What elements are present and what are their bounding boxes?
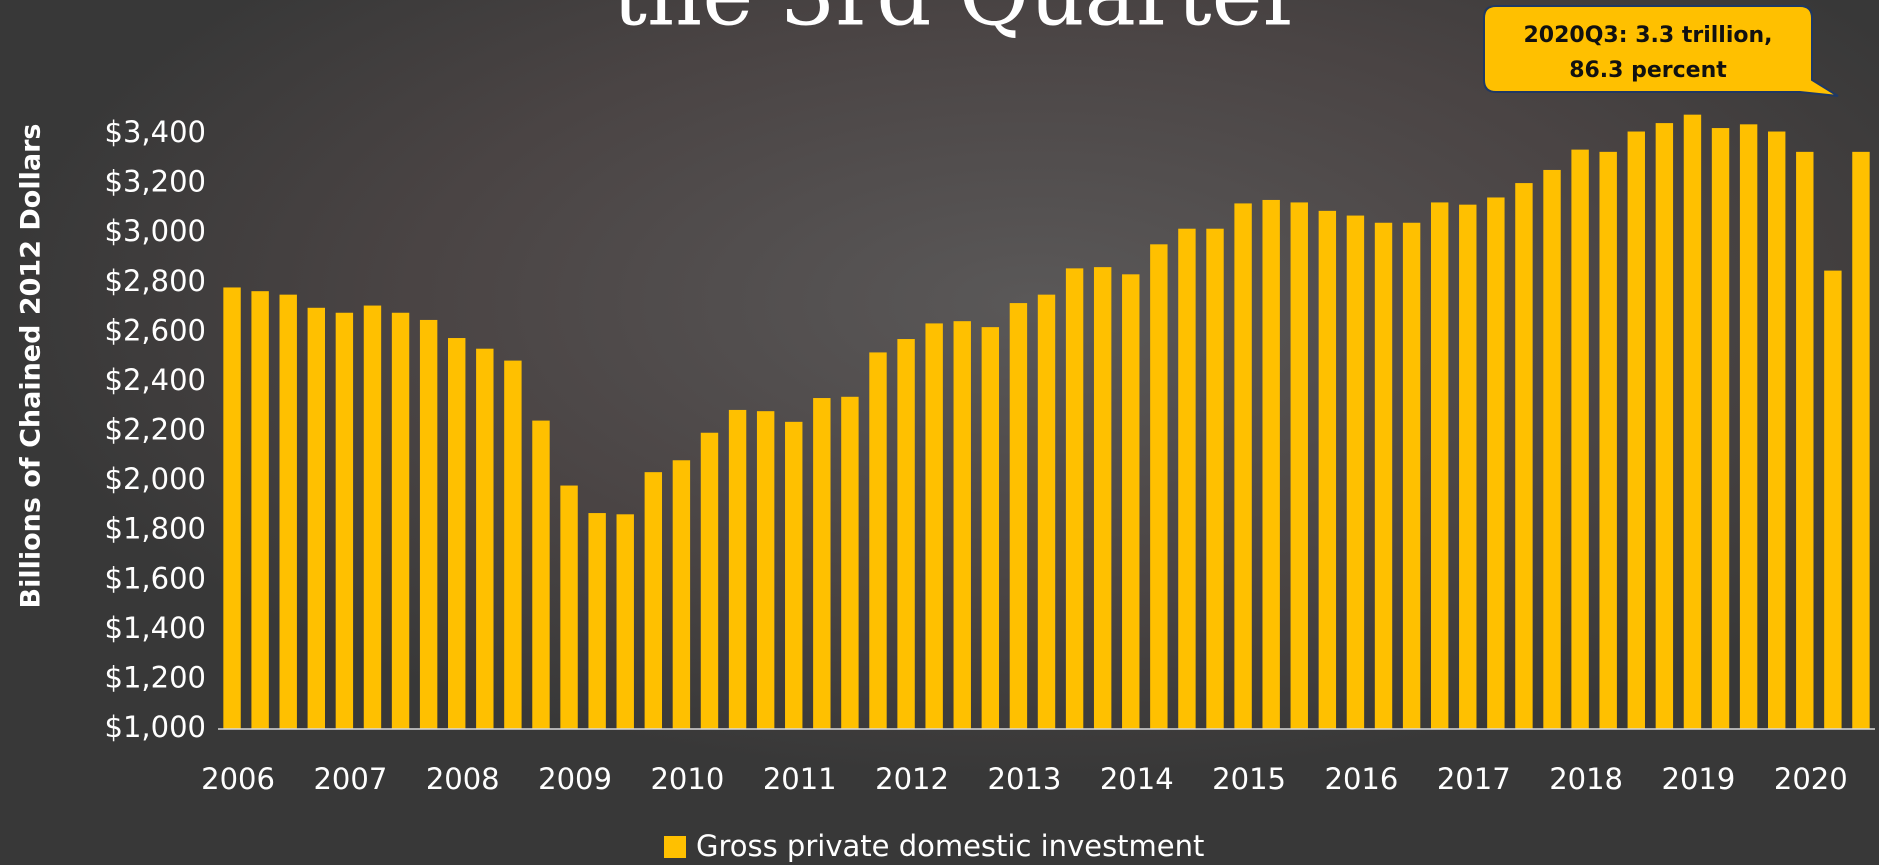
bar xyxy=(280,295,297,729)
x-tick-label: 2019 xyxy=(1662,762,1736,796)
y-tick-label: $2,200 xyxy=(105,413,206,447)
bar xyxy=(504,361,521,729)
bar xyxy=(869,352,886,729)
x-tick-label: 2014 xyxy=(1100,762,1174,796)
x-tick-label: 2013 xyxy=(988,762,1062,796)
bar xyxy=(1571,150,1588,729)
bar xyxy=(1347,216,1364,729)
bar xyxy=(1459,205,1476,729)
page: the 3rd Quarter Billions of Chained 2012… xyxy=(0,0,1879,865)
y-tick-label: $1,800 xyxy=(105,512,206,546)
legend-swatch xyxy=(664,836,686,858)
x-tick-label: 2008 xyxy=(426,762,500,796)
annotation-text: 2020Q3: 3.3 trillion, xyxy=(1524,23,1773,48)
bar xyxy=(954,321,971,729)
bar xyxy=(729,410,746,729)
annotation-text: 86.3 percent xyxy=(1569,58,1727,83)
bar xyxy=(364,306,381,729)
y-tick-label: $2,800 xyxy=(105,264,206,298)
bar xyxy=(392,313,409,729)
bar xyxy=(1543,170,1560,729)
y-tick-label: $3,400 xyxy=(105,115,206,149)
bar xyxy=(1262,200,1279,729)
bar xyxy=(1515,183,1532,729)
bar xyxy=(1178,229,1195,729)
y-tick-label: $3,200 xyxy=(105,165,206,199)
x-tick-label: 2012 xyxy=(875,762,949,796)
y-tick-label: $2,400 xyxy=(105,363,206,397)
x-tick-label: 2018 xyxy=(1549,762,1623,796)
bar xyxy=(223,287,240,729)
bar xyxy=(251,291,268,729)
bar xyxy=(1291,202,1308,729)
bar xyxy=(1487,197,1504,729)
y-tick-label: $1,400 xyxy=(105,611,206,645)
bar xyxy=(673,460,690,729)
x-tick-label: 2017 xyxy=(1437,762,1511,796)
bar xyxy=(1712,128,1729,729)
bar xyxy=(336,313,353,729)
chart: the 3rd Quarter Billions of Chained 2012… xyxy=(0,0,1879,865)
legend-label: Gross private domestic investment xyxy=(696,829,1204,863)
x-tick-label: 2015 xyxy=(1212,762,1286,796)
y-axis-label: Billions of Chained 2012 Dollars xyxy=(16,124,47,609)
bar xyxy=(1431,202,1448,729)
bar xyxy=(1234,203,1251,729)
bar xyxy=(1375,223,1392,729)
y-tick-label: $2,000 xyxy=(105,462,206,496)
bar xyxy=(1852,152,1869,729)
bar xyxy=(476,349,493,729)
chart-title: the 3rd Quarter xyxy=(612,0,1304,46)
bar xyxy=(1824,271,1841,729)
bar xyxy=(1740,124,1757,729)
bar xyxy=(1150,244,1167,729)
bar xyxy=(532,421,549,729)
x-tick-label: 2006 xyxy=(201,762,275,796)
y-tick-label: $1,000 xyxy=(105,710,206,744)
bar xyxy=(701,433,718,729)
y-tick-label: $1,200 xyxy=(105,660,206,694)
legend-item: Gross private domestic investment xyxy=(664,829,1204,863)
bar xyxy=(560,486,577,729)
bar xyxy=(841,397,858,729)
bar xyxy=(982,327,999,729)
bar xyxy=(897,339,914,729)
bar xyxy=(1403,223,1420,729)
bar xyxy=(617,514,634,729)
bar xyxy=(1038,295,1055,729)
bar xyxy=(785,422,802,729)
y-tick-label: $3,000 xyxy=(105,214,206,248)
bar xyxy=(1656,123,1673,729)
x-tick-label: 2011 xyxy=(763,762,837,796)
bar xyxy=(1122,274,1139,729)
x-tick-label: 2007 xyxy=(313,762,387,796)
y-tick-label: $1,600 xyxy=(105,561,206,595)
bar xyxy=(1094,267,1111,729)
bar xyxy=(1206,229,1223,729)
bar xyxy=(1768,132,1785,729)
bar xyxy=(1010,303,1027,729)
bar xyxy=(925,323,942,729)
bar xyxy=(1684,115,1701,729)
x-tick-label: 2016 xyxy=(1325,762,1399,796)
bar xyxy=(1066,268,1083,729)
bar xyxy=(308,308,325,729)
annotation: 2020Q3: 3.3 trillion, 86.3 percent xyxy=(1484,6,1838,96)
x-tick-label: 2009 xyxy=(538,762,612,796)
bar xyxy=(420,320,437,729)
bar xyxy=(757,411,774,729)
bar xyxy=(1628,132,1645,729)
bar xyxy=(645,472,662,729)
bar xyxy=(813,398,830,729)
bar xyxy=(588,513,605,729)
bar xyxy=(1599,152,1616,729)
x-tick-label: 2010 xyxy=(650,762,724,796)
y-tick-label: $2,600 xyxy=(105,313,206,347)
bar xyxy=(1796,152,1813,729)
bar xyxy=(1319,211,1336,729)
bar xyxy=(448,338,465,729)
x-tick-label: 2020 xyxy=(1774,762,1848,796)
